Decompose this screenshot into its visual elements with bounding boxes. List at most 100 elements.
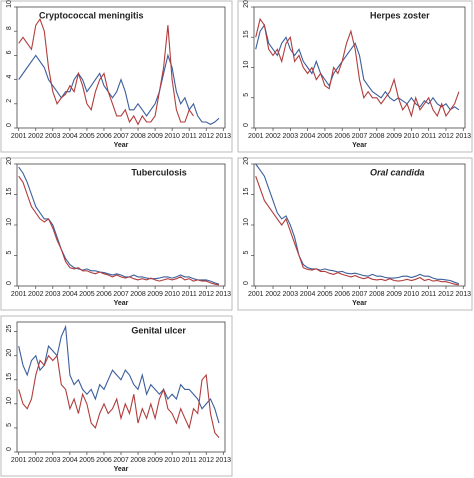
panel-title: Cryptococcal meningitis: [39, 10, 144, 20]
x-tick-label: 2007: [352, 291, 368, 298]
x-tick-label: 2008: [130, 291, 146, 298]
x-tick-label: 2001: [248, 133, 264, 140]
x-tick-label: 2009: [386, 133, 402, 140]
x-tick-label: 2008: [369, 291, 385, 298]
x-tick-label: 2009: [386, 291, 402, 298]
y-tick-label: 0: [6, 281, 13, 285]
x-tick-label: 2011: [182, 457, 197, 464]
y-tick-label: 6: [6, 50, 13, 54]
x-tick-label: 2009: [147, 291, 163, 298]
y-tick-label: 15: [243, 30, 250, 38]
y-tick-label: 0: [243, 123, 250, 127]
y-tick-label: 20: [6, 349, 13, 357]
y-tick-label: 20: [243, 157, 250, 165]
x-tick-label: 2001: [248, 291, 264, 298]
x-tick-label: 2010: [164, 457, 180, 464]
x-tick-label: 2010: [404, 291, 420, 298]
x-tick-label: 2011: [182, 133, 197, 140]
panel-title: Genital ulcer: [131, 325, 186, 335]
x-tick-label: 2004: [300, 291, 316, 298]
x-tick-label: 2003: [283, 133, 299, 140]
x-tick-label: 2004: [62, 133, 78, 140]
y-tick-label: 4: [6, 75, 13, 79]
x-tick-label: 2008: [130, 133, 146, 140]
series-line: [18, 324, 220, 424]
plot-area: [253, 163, 466, 287]
x-axis-label: Year: [114, 300, 129, 307]
x-tick-label: 2005: [79, 291, 95, 298]
x-axis-label: Year: [352, 142, 367, 149]
series-line: [18, 354, 220, 438]
x-tick-label: 2008: [369, 133, 385, 140]
x-tick-label: 2005: [79, 133, 95, 140]
x-tick-label: 2002: [265, 133, 281, 140]
x-tick-label: 2002: [265, 291, 281, 298]
y-tick-label: 0: [6, 123, 13, 127]
y-tick-label: 5: [243, 250, 250, 254]
y-tick-label: 10: [243, 218, 250, 226]
series-line: [255, 163, 460, 285]
x-tick-label: 2006: [334, 291, 350, 298]
x-tick-label: 2010: [164, 291, 180, 298]
x-tick-label: 2010: [404, 133, 420, 140]
x-tick-label: 2002: [28, 133, 44, 140]
x-tick-label: 2007: [113, 291, 129, 298]
x-tick-label: 2001: [11, 457, 27, 464]
plot-area: [16, 163, 226, 287]
panel-title: Oral candida: [370, 167, 425, 177]
y-tick-label: 0: [6, 447, 13, 451]
x-tick-label: 2011: [421, 133, 436, 140]
y-tick-label: 15: [6, 188, 13, 196]
x-tick-label: 2012: [198, 133, 214, 140]
x-tick-label: 2003: [45, 457, 61, 464]
x-tick-label: 2007: [352, 133, 368, 140]
x-tick-label: 2009: [147, 133, 163, 140]
x-tick-label: 2013: [455, 133, 471, 140]
series-line: [18, 17, 194, 126]
plot-area: [253, 6, 466, 129]
y-tick-label: 15: [6, 373, 13, 381]
x-tick-label: 2007: [113, 133, 129, 140]
x-tick-label: 2012: [198, 457, 214, 464]
x-tick-label: 2004: [300, 133, 316, 140]
y-tick-label: 10: [6, 397, 13, 405]
panel-title: Herpes zoster: [370, 10, 430, 20]
panel-title: Tuberculosis: [131, 167, 186, 177]
x-tick-label: 2006: [96, 457, 112, 464]
x-tick-label: 2006: [96, 291, 112, 298]
x-axis-label: Year: [114, 142, 129, 149]
x-tick-label: 2004: [62, 291, 78, 298]
series-line: [18, 175, 220, 286]
x-tick-label: 2013: [216, 291, 232, 298]
x-tick-label: 2013: [216, 457, 232, 464]
x-tick-label: 2005: [79, 457, 95, 464]
y-tick-label: 10: [243, 61, 250, 69]
x-axis-label: Year: [114, 466, 129, 473]
x-tick-label: 2005: [317, 133, 333, 140]
x-tick-label: 2003: [45, 291, 61, 298]
x-tick-label: 2002: [28, 291, 44, 298]
y-tick-label: 8: [6, 26, 13, 30]
x-tick-label: 2011: [421, 291, 436, 298]
series-line: [255, 176, 459, 286]
x-tick-label: 2009: [147, 457, 163, 464]
x-tick-label: 2003: [45, 133, 61, 140]
x-tick-label: 2004: [62, 457, 78, 464]
x-tick-label: 2012: [438, 291, 454, 298]
x-tick-label: 2006: [334, 133, 350, 140]
y-tick-label: 20: [243, 0, 250, 8]
series-line: [255, 17, 460, 118]
y-tick-label: 5: [6, 250, 13, 254]
x-tick-label: 2005: [317, 291, 333, 298]
x-tick-label: 2013: [216, 133, 232, 140]
y-tick-label: 5: [243, 93, 250, 97]
x-tick-label: 2013: [455, 291, 471, 298]
series-line: [255, 23, 460, 111]
x-tick-label: 2011: [182, 291, 197, 298]
y-tick-label: 10: [6, 0, 13, 8]
y-tick-label: 2: [6, 99, 13, 103]
series-line: [18, 166, 220, 285]
plot-area: [16, 321, 226, 453]
x-axis-label: Year: [352, 300, 367, 307]
